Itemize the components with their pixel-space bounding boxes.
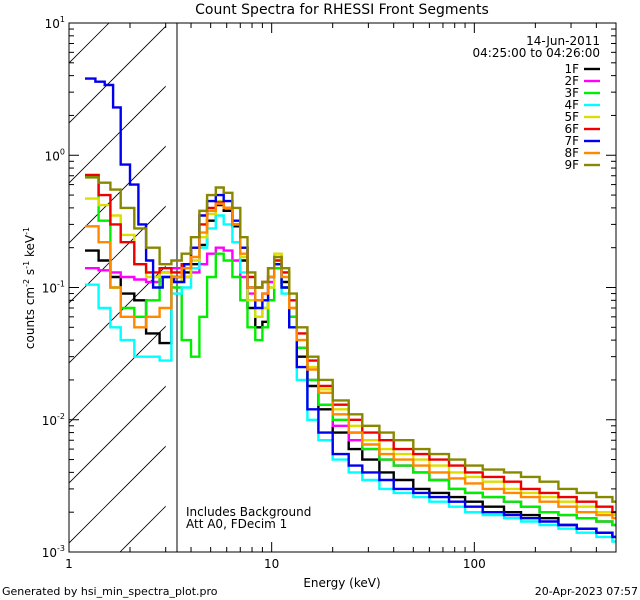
- series-line-9F: [85, 176, 616, 503]
- hatch-line: [69, 205, 166, 304]
- hatch-line: [69, 385, 166, 484]
- series-line-6F: [85, 173, 616, 514]
- y-tick-label: 100: [45, 147, 65, 163]
- legend-label: 9F: [564, 158, 579, 172]
- series-line-5F: [85, 197, 616, 517]
- legend-time-range: 04:25:00 to 04:26:00: [473, 46, 600, 60]
- y-tick-label: 101: [45, 15, 65, 31]
- legend-label: 3F: [564, 86, 579, 100]
- legend-label: 6F: [564, 122, 579, 136]
- hatch-line: [69, 265, 166, 364]
- x-tick-label: 1: [65, 557, 73, 571]
- x-axis-label: Energy (keV): [303, 576, 380, 590]
- annotation-background: Includes Background: [186, 505, 311, 519]
- legend-date: 14-Jun-2011: [526, 34, 600, 48]
- y-tick-label: 10-3: [42, 544, 65, 560]
- y-tick-label: 10-2: [42, 412, 65, 428]
- hatch-line: [540, 23, 640, 552]
- x-tick-label: 10: [264, 557, 279, 571]
- hatch-line: [69, 445, 166, 544]
- legend-label: 8F: [564, 146, 579, 160]
- series-line-1F: [85, 203, 616, 539]
- legend-label: 1F: [564, 62, 579, 76]
- footer-generated-by: Generated by hsi_min_spectra_plot.pro: [2, 585, 218, 598]
- x-tick-label: 100: [463, 557, 486, 571]
- y-axis-label: counts cm-2 s-1 keV-1: [22, 227, 37, 349]
- legend-label: 7F: [564, 134, 579, 148]
- annotation-attenuator: Att A0, FDecim 1: [186, 517, 287, 531]
- footer-timestamp: 20-Apr-2023 07:57: [535, 585, 638, 598]
- hatched-region: [69, 23, 640, 552]
- y-tick-label: 10-1: [42, 280, 65, 296]
- chart-title: Count Spectra for RHESSI Front Segments: [195, 2, 489, 18]
- plot-frame: [68, 22, 617, 553]
- series-line-8F: [85, 202, 616, 520]
- hatch-line: [69, 25, 166, 124]
- hatch-line: [69, 85, 166, 184]
- legend-label: 4F: [564, 98, 579, 112]
- legend-label: 5F: [564, 110, 579, 124]
- legend-label: 2F: [564, 74, 579, 88]
- hatch-line: [360, 23, 640, 552]
